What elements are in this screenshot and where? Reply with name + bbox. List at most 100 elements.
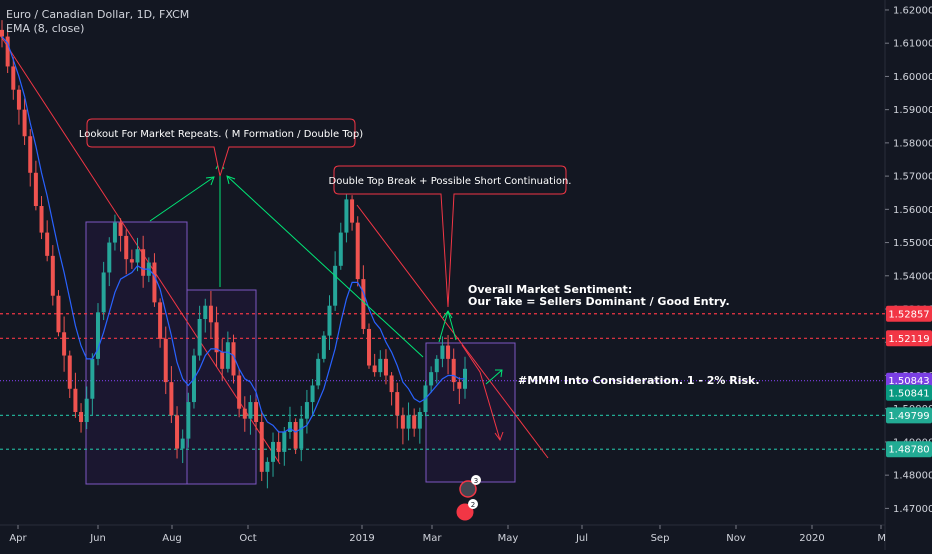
pattern-box-1[interactable] (85, 221, 188, 485)
candle-body (276, 441, 281, 452)
candle-body (186, 402, 191, 439)
candle-body (16, 89, 21, 110)
callout-m-formation[interactable]: Lookout For Market Repeats. ( M Formatio… (79, 118, 363, 177)
green-arrows (149, 159, 503, 385)
callout-double-top-break[interactable]: Double Top Break + Possible Short Contin… (329, 165, 572, 308)
price-tick-label: 1.61000 (893, 39, 932, 50)
candle-body (73, 388, 78, 413)
candle-body (383, 358, 388, 376)
candle-body (237, 375, 242, 409)
time-tick-label: 2020 (799, 533, 824, 544)
candle-body (344, 199, 349, 233)
arrow-head (205, 176, 215, 186)
price-axis-labels: 1.52857 1.52119 1.50843 1.49799 1.48780 1.508… (886, 305, 932, 458)
candle-body (225, 342, 230, 369)
candle-body (56, 295, 61, 333)
current-price-label: 1.50841 (888, 388, 929, 399)
chart-legend: Euro / Canadian Dollar, 1D, FXCM EMA (8,… (6, 8, 189, 36)
candle-body (389, 375, 394, 393)
candle-body (287, 421, 292, 432)
candle-body (429, 372, 434, 386)
candle-body (271, 441, 276, 462)
candle-body (22, 109, 27, 137)
candle-body (446, 345, 451, 359)
level-label-bg (886, 407, 932, 424)
candle-body (367, 328, 372, 366)
candle-body (129, 259, 134, 263)
symbol-title[interactable]: Euro / Canadian Dollar, 1D, FXCM (6, 8, 190, 21)
candle-body (101, 272, 106, 313)
time-tick-label: Mar (423, 533, 443, 544)
price-tick-label: 1.47000 (893, 504, 932, 515)
red-projection-arrow (461, 344, 504, 442)
event-badge-count-bg (468, 499, 478, 509)
time-tick-label: Nov (726, 533, 746, 544)
pattern-box-2[interactable] (186, 289, 257, 485)
candle-body (90, 358, 95, 399)
candle-body (406, 415, 411, 429)
candle-body (84, 398, 89, 422)
candle-body (169, 382, 174, 416)
event-badge-circle (459, 480, 477, 498)
candle-body (197, 318, 202, 356)
level-label: 1.52857 (888, 309, 929, 320)
candle-body (45, 232, 50, 256)
arrow-small-up (485, 369, 503, 385)
candle-body (158, 302, 163, 339)
candle-body (350, 199, 355, 223)
candle-body (107, 242, 112, 273)
indicator-title[interactable]: EMA (8, close) (6, 22, 85, 35)
event-badge-2[interactable]: 2 (456, 499, 478, 521)
price-tick-label: 1.58000 (893, 138, 932, 149)
candle-body (457, 382, 462, 389)
candle-body (5, 36, 10, 67)
callout-bubble (333, 165, 567, 308)
downtrend-line-1[interactable] (0, 34, 281, 465)
price-tick-label: 1.48000 (893, 471, 932, 482)
candle-body (361, 279, 366, 329)
downtrend-line-2[interactable] (356, 204, 549, 459)
candle-body (299, 418, 304, 449)
candle-body (293, 421, 298, 449)
time-tick-label: 2019 (349, 533, 374, 544)
time-tick-label: Jul (575, 533, 588, 544)
level-label: 1.49799 (888, 411, 929, 422)
price-axis[interactable]: 1.62000 1.61000 1.60000 1.59000 1.58000 1.570… (885, 5, 932, 515)
candle-body (220, 352, 225, 369)
event-badge-count: 2 (471, 501, 475, 509)
time-tick-label: Aug (162, 533, 182, 544)
arrow-double-top-right (447, 310, 457, 341)
candle-body (124, 235, 129, 260)
level-label-bg (886, 330, 932, 347)
candle-body (440, 345, 445, 359)
price-tick-label: 1.62000 (893, 5, 932, 16)
event-badge-3[interactable]: 3 (459, 475, 481, 498)
price-tick-label: 1.56000 (893, 205, 932, 216)
candle-body (39, 206, 44, 233)
candle-body (203, 305, 208, 319)
time-tick-label: May (498, 533, 519, 544)
time-axis[interactable]: Apr Jun Aug Oct 2019 Mar May Jul Sep Nov 2020 M (9, 525, 886, 544)
candle-body (180, 438, 185, 449)
candle-body (28, 136, 33, 173)
pattern-box-3[interactable] (425, 342, 516, 483)
candle-body (141, 249, 146, 276)
arrow-head (494, 431, 504, 442)
current-price-label-bg (886, 384, 932, 401)
candle-body (112, 222, 117, 243)
candle-body (451, 358, 456, 383)
candle-body (208, 305, 213, 323)
event-badge-circle (456, 503, 474, 521)
candle-body (338, 232, 343, 266)
price-tick-label: 1.55000 (893, 238, 932, 249)
candle-body (11, 66, 16, 90)
candle-body (254, 402, 259, 422)
candle-body (259, 421, 264, 472)
candle-body (175, 415, 180, 449)
candle-body (310, 385, 315, 403)
arrow-head (495, 369, 503, 378)
candle-body (95, 312, 100, 359)
price-tick-label: 1.54000 (893, 271, 932, 282)
